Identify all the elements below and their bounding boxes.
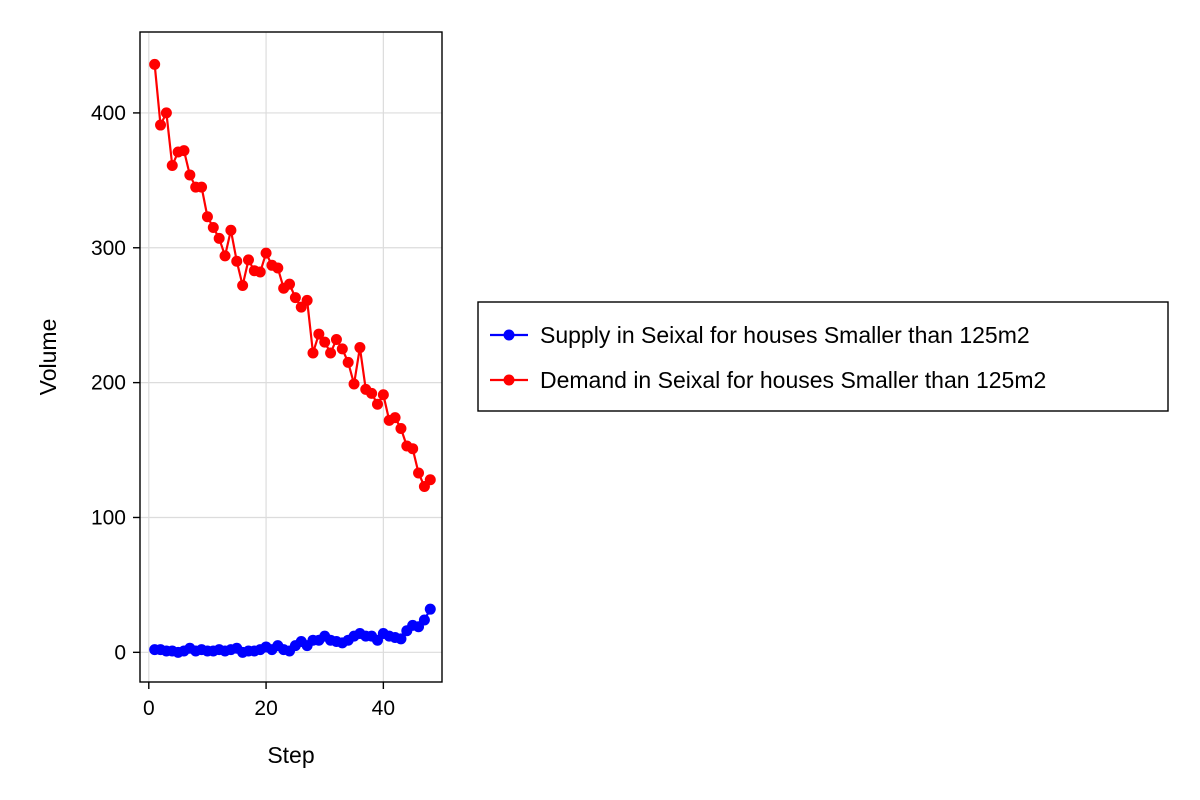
data-point-demand bbox=[389, 412, 401, 424]
data-point-demand bbox=[272, 262, 284, 274]
data-point-demand bbox=[178, 145, 190, 157]
legend-box bbox=[477, 301, 1169, 412]
data-point-supply bbox=[418, 614, 430, 626]
data-point-demand bbox=[289, 292, 301, 304]
data-point-demand bbox=[395, 422, 407, 434]
data-point-demand bbox=[336, 343, 348, 355]
data-point-demand bbox=[225, 224, 237, 236]
data-point-supply bbox=[424, 603, 436, 615]
data-point-demand bbox=[313, 328, 325, 340]
data-point-demand bbox=[160, 107, 172, 119]
data-point-demand bbox=[260, 247, 272, 259]
data-point-demand bbox=[366, 387, 378, 399]
y-tick-label: 300 bbox=[91, 237, 126, 260]
series-group bbox=[149, 58, 436, 658]
data-point-demand bbox=[307, 347, 319, 359]
data-point-demand bbox=[149, 58, 161, 70]
data-point-demand bbox=[325, 347, 337, 359]
data-point-demand bbox=[254, 266, 266, 278]
data-point-demand bbox=[407, 443, 419, 455]
data-point-supply bbox=[395, 633, 407, 645]
data-point-demand bbox=[196, 181, 208, 193]
data-point-demand bbox=[371, 398, 383, 410]
data-point-demand bbox=[155, 119, 167, 131]
legend-entry-demand: Demand in Seixal for houses Smaller than… bbox=[490, 367, 1046, 393]
data-point-demand bbox=[413, 467, 425, 479]
grid bbox=[140, 32, 442, 682]
legend-label-demand: Demand in Seixal for houses Smaller than… bbox=[540, 367, 1046, 393]
x-tick-label: 40 bbox=[372, 697, 395, 720]
data-point-demand bbox=[301, 294, 313, 306]
data-point-demand bbox=[330, 333, 342, 345]
data-point-demand bbox=[207, 222, 219, 234]
x-tick-label: 0 bbox=[143, 697, 155, 720]
data-point-demand bbox=[348, 378, 360, 390]
legend: Supply in Seixal for houses Smaller than… bbox=[477, 301, 1169, 412]
y-tick-label: 400 bbox=[91, 102, 126, 125]
y-tick-label: 100 bbox=[91, 506, 126, 529]
legend-marker-supply bbox=[503, 329, 515, 341]
data-point-demand bbox=[237, 280, 249, 292]
x-tick-label: 20 bbox=[254, 697, 277, 720]
data-point-demand bbox=[231, 255, 243, 267]
legend-marker-demand bbox=[503, 374, 515, 386]
data-point-demand bbox=[242, 254, 254, 266]
legend-entry-supply: Supply in Seixal for houses Smaller than… bbox=[490, 322, 1030, 348]
data-point-demand bbox=[284, 278, 296, 290]
series-demand bbox=[149, 58, 436, 492]
data-point-demand bbox=[377, 389, 389, 401]
data-point-demand bbox=[219, 250, 231, 262]
data-point-demand bbox=[319, 336, 331, 348]
data-point-demand bbox=[354, 342, 366, 354]
data-point-demand bbox=[213, 232, 225, 244]
plot-frame bbox=[139, 31, 443, 683]
data-point-demand bbox=[342, 356, 354, 368]
data-point-demand bbox=[184, 169, 196, 181]
data-point-demand bbox=[424, 474, 436, 486]
x-axis-title: Step bbox=[267, 742, 314, 768]
data-point-demand bbox=[166, 160, 178, 172]
y-axis-title: Volume bbox=[35, 319, 61, 396]
legend-label-supply: Supply in Seixal for houses Smaller than… bbox=[540, 322, 1030, 348]
y-tick-label: 200 bbox=[91, 372, 126, 395]
data-point-demand bbox=[201, 211, 213, 223]
y-tick-label: 0 bbox=[114, 641, 126, 664]
series-supply bbox=[149, 603, 436, 658]
